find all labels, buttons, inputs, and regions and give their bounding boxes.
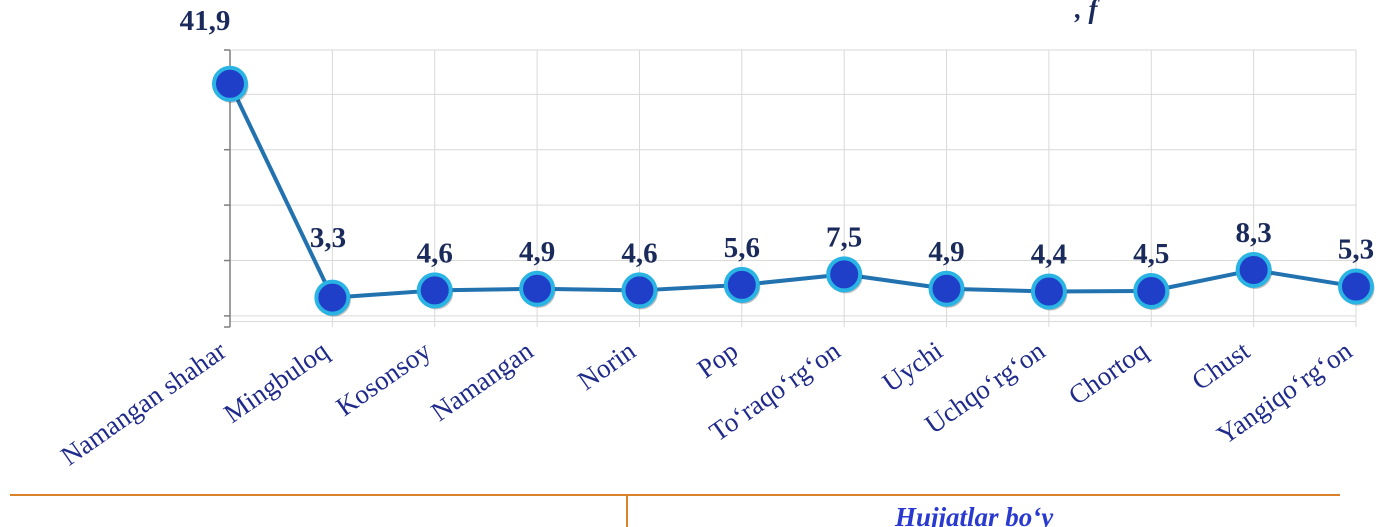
data-point	[416, 272, 454, 310]
value-label: 4,9	[928, 236, 964, 268]
value-label: 4,9	[519, 236, 555, 268]
top-right-fragment: , f	[1074, 0, 1101, 24]
x-tick-labels-group: Namangan shaharMingbuloqKosonsoyNamangan…	[55, 335, 1358, 471]
x-tick-label: Namangan	[426, 335, 539, 427]
data-point	[1133, 272, 1170, 310]
data-point	[1338, 268, 1375, 306]
value-label: 4,4	[1031, 239, 1067, 271]
x-tick-label: Chust	[1186, 335, 1255, 396]
markers-group	[212, 65, 1375, 317]
x-tick-label: Kosonsoy	[330, 335, 436, 422]
data-point	[928, 270, 966, 308]
data-point-marker	[314, 279, 351, 316]
value-label: 5,6	[724, 232, 760, 264]
series-line-group	[228, 82, 1357, 300]
data-point-marker	[1235, 251, 1272, 288]
value-label: 3,3	[310, 222, 346, 254]
x-tick-label: Namangan shahar	[55, 335, 231, 471]
data-point-marker	[1030, 273, 1067, 310]
value-label: 41,9	[180, 5, 231, 37]
value-label: 4,6	[621, 237, 657, 269]
data-point	[1030, 273, 1068, 311]
data-point-marker	[723, 266, 760, 303]
value-label: 7,5	[826, 221, 862, 253]
value-label: 4,5	[1133, 238, 1169, 270]
x-tick-label: Uychi	[877, 335, 948, 397]
data-point-marker	[212, 65, 248, 102]
data-point	[826, 256, 863, 294]
series-line	[228, 82, 1357, 300]
data-point	[621, 272, 658, 310]
value-label: 4,6	[417, 237, 453, 269]
data-point	[519, 270, 556, 308]
x-tick-label: Chortoq	[1063, 335, 1153, 411]
value-label: 5,3	[1338, 234, 1374, 266]
data-point-marker	[519, 270, 556, 307]
x-tick-label: Pop	[692, 335, 744, 384]
data-point	[212, 65, 249, 103]
bottom-fragment: Hujjatlar bo‘y	[894, 502, 1054, 527]
data-point	[723, 266, 761, 304]
data-point-marker	[928, 270, 965, 307]
x-tick-label: Norin	[572, 335, 641, 396]
data-point-marker	[416, 272, 453, 309]
data-point	[314, 279, 351, 317]
data-point-marker	[1133, 272, 1170, 309]
value-label: 8,3	[1236, 217, 1272, 249]
data-point-marker	[621, 272, 658, 309]
data-point	[1235, 251, 1273, 289]
value-labels-group: 41,9 3,3 4,6 4,9 4,6 5,6 7,5 4,9 4,4 4,5 8,3 5,3	[180, 5, 1375, 271]
data-point-marker	[826, 256, 863, 293]
x-tick-label: Mingbuloq	[218, 335, 334, 429]
data-point-marker	[1338, 268, 1374, 305]
